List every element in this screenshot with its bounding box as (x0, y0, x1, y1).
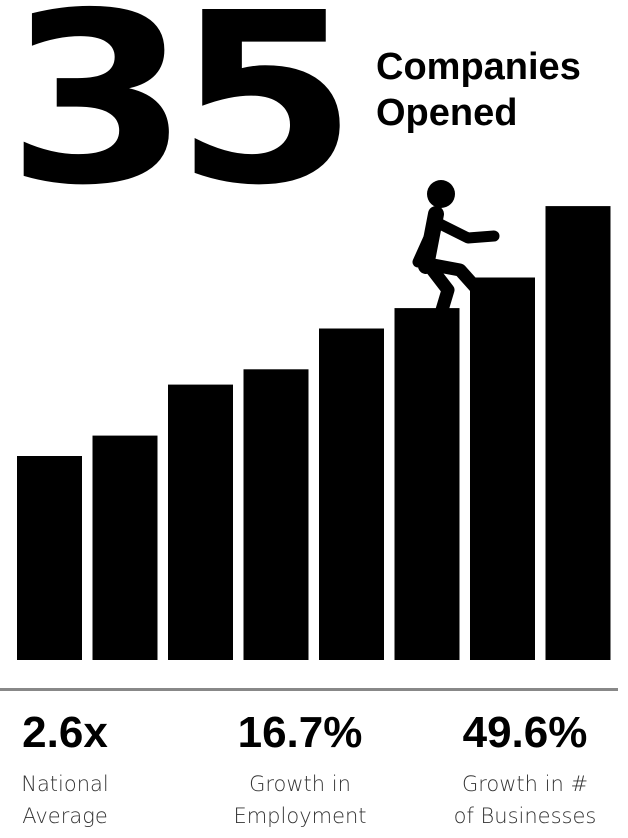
stat-employment-growth: 16.7% Growth in Employment (200, 706, 400, 832)
staircase-step (168, 384, 233, 660)
staircase-step (92, 435, 158, 660)
stat-label: Growth in # of Businesses (425, 768, 625, 832)
stat-label-line-1: National (21, 772, 109, 796)
staircase-steps (17, 206, 611, 660)
stat-value: 2.6x (22, 708, 108, 757)
staircase-step (319, 328, 384, 660)
stat-label-line-2: of Businesses (453, 804, 597, 828)
headline-line-1: Companies (376, 46, 581, 88)
big-number: 35 (6, 0, 358, 237)
headline-line-2: Opened (376, 92, 518, 134)
headline-text: Companies Opened (376, 44, 581, 136)
stat-national-average: 2.6x National Average (0, 706, 165, 832)
stat-label-line-2: Employment (233, 804, 367, 828)
stat-label: National Average (0, 768, 165, 832)
stat-label-line-1: Growth in # (461, 772, 589, 796)
staircase-step (394, 308, 460, 660)
staircase-step (545, 206, 611, 660)
divider-line (0, 688, 618, 691)
stat-value: 49.6% (462, 708, 588, 757)
walking-person-icon (412, 180, 501, 337)
stat-value: 16.7% (237, 708, 363, 757)
staircase-step (17, 456, 82, 660)
staircase-graphic (17, 180, 611, 660)
staircase-step (470, 277, 535, 660)
stat-label-line-2: Average (22, 804, 108, 828)
stat-label: Growth in Employment (200, 768, 400, 832)
stat-business-growth: 49.6% Growth in # of Businesses (425, 706, 625, 832)
staircase-step (243, 369, 309, 660)
stat-label-line-1: Growth in (249, 772, 351, 796)
